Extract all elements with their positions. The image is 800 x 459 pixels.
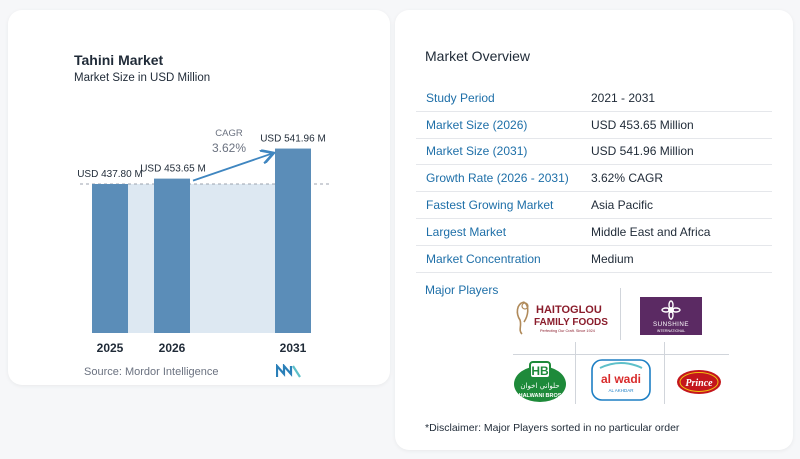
logo-divider (620, 288, 621, 340)
overview-title: Market Overview (425, 48, 531, 64)
row-label: Study Period (426, 90, 495, 105)
row-label: Growth Rate (2026 - 2031) (426, 171, 569, 186)
row-label: Largest Market (426, 224, 507, 239)
halwani-name: HALWANI BROS (519, 393, 562, 399)
data-label: USD 453.65 M (140, 164, 206, 175)
haitoglou-sub: FAMILY FOODS (534, 317, 608, 328)
mordor-intelligence-logo (276, 364, 301, 378)
row-value: Medium (591, 251, 634, 266)
x-tick-label: 2026 (159, 341, 186, 355)
alwadi-logo: al wadi AL AKHDAR (590, 356, 652, 404)
source-text: Source: Mordor Intelligence (84, 366, 219, 378)
overview-row: Market Size (2026) USD 453.65 Million (416, 112, 772, 139)
overview-table: Study Period 2021 - 2031 Market Size (20… (416, 85, 772, 273)
chart-title: Tahini Market (74, 52, 164, 68)
overview-row: Market Size (2031) USD 541.96 Million (416, 139, 772, 166)
data-label: USD 541.96 M (260, 134, 326, 145)
data-label: USD 437.80 M (77, 169, 143, 180)
x-tick-label: 2031 (280, 341, 307, 355)
major-players-title: Major Players (425, 283, 499, 297)
bar-2025 (92, 184, 128, 333)
prince-logo: Prince (676, 368, 722, 396)
cagr-value: 3.62% (212, 141, 246, 155)
haitoglou-name: HAITOGLOU (536, 304, 602, 316)
alwadi-name: al wadi (601, 372, 641, 386)
bar-2026 (154, 178, 190, 333)
overview-row: Largest Market Middle East and Africa (416, 219, 772, 246)
prince-name: Prince (685, 378, 713, 389)
sunshine-name: SUNSHINE (653, 321, 689, 328)
haitoglou-logo: HAITOGLOU FAMILY FOODS Perfecting Our Cr… (512, 296, 616, 336)
cagr-label: CAGR (215, 128, 243, 139)
row-value: Middle East and Africa (591, 224, 711, 239)
row-value: USD 453.65 Million (591, 117, 694, 132)
x-tick-label: 2025 (97, 341, 124, 355)
halwani-arabic: حلواني اخوان (520, 382, 559, 390)
overview-row: Growth Rate (2026 - 2031) 3.62% CAGR (416, 165, 772, 193)
row-label: Fastest Growing Market (426, 198, 554, 213)
row-value: Asia Pacific (591, 198, 654, 213)
disclaimer-text: *Disclaimer: Major Players sorted in no … (425, 422, 680, 434)
logo-divider (664, 342, 665, 404)
chart-subtitle: Market Size in USD Million (74, 72, 211, 84)
row-label: Market Size (2031) (426, 144, 528, 159)
svg-text:HB: HB (531, 364, 549, 378)
row-value: 3.62% CAGR (591, 171, 664, 186)
haitoglou-tagline: Perfecting Our Craft. Since 1924 (540, 329, 595, 333)
cagr-arrow (192, 154, 272, 182)
sunshine-logo: SUNSHINE INTERNATIONAL (640, 297, 702, 335)
alwadi-sub: AL AKHDAR (608, 388, 634, 393)
row-label: Market Concentration (426, 251, 541, 266)
row-value: USD 541.96 Million (591, 144, 694, 159)
logo-divider (575, 342, 576, 404)
row-value: 2021 - 2031 (591, 90, 656, 105)
logo-divider (513, 354, 729, 355)
overview-row: Study Period 2021 - 2031 (416, 85, 772, 112)
halwani-logo: HB حلواني اخوان HALWANI BROS (512, 360, 568, 404)
overview-row: Fastest Growing Market Asia Pacific (416, 192, 772, 219)
row-label: Market Size (2026) (426, 117, 528, 132)
sunshine-sub: INTERNATIONAL (657, 329, 686, 333)
bar-2031 (275, 148, 311, 333)
overview-row: Market Concentration Medium (416, 246, 772, 273)
